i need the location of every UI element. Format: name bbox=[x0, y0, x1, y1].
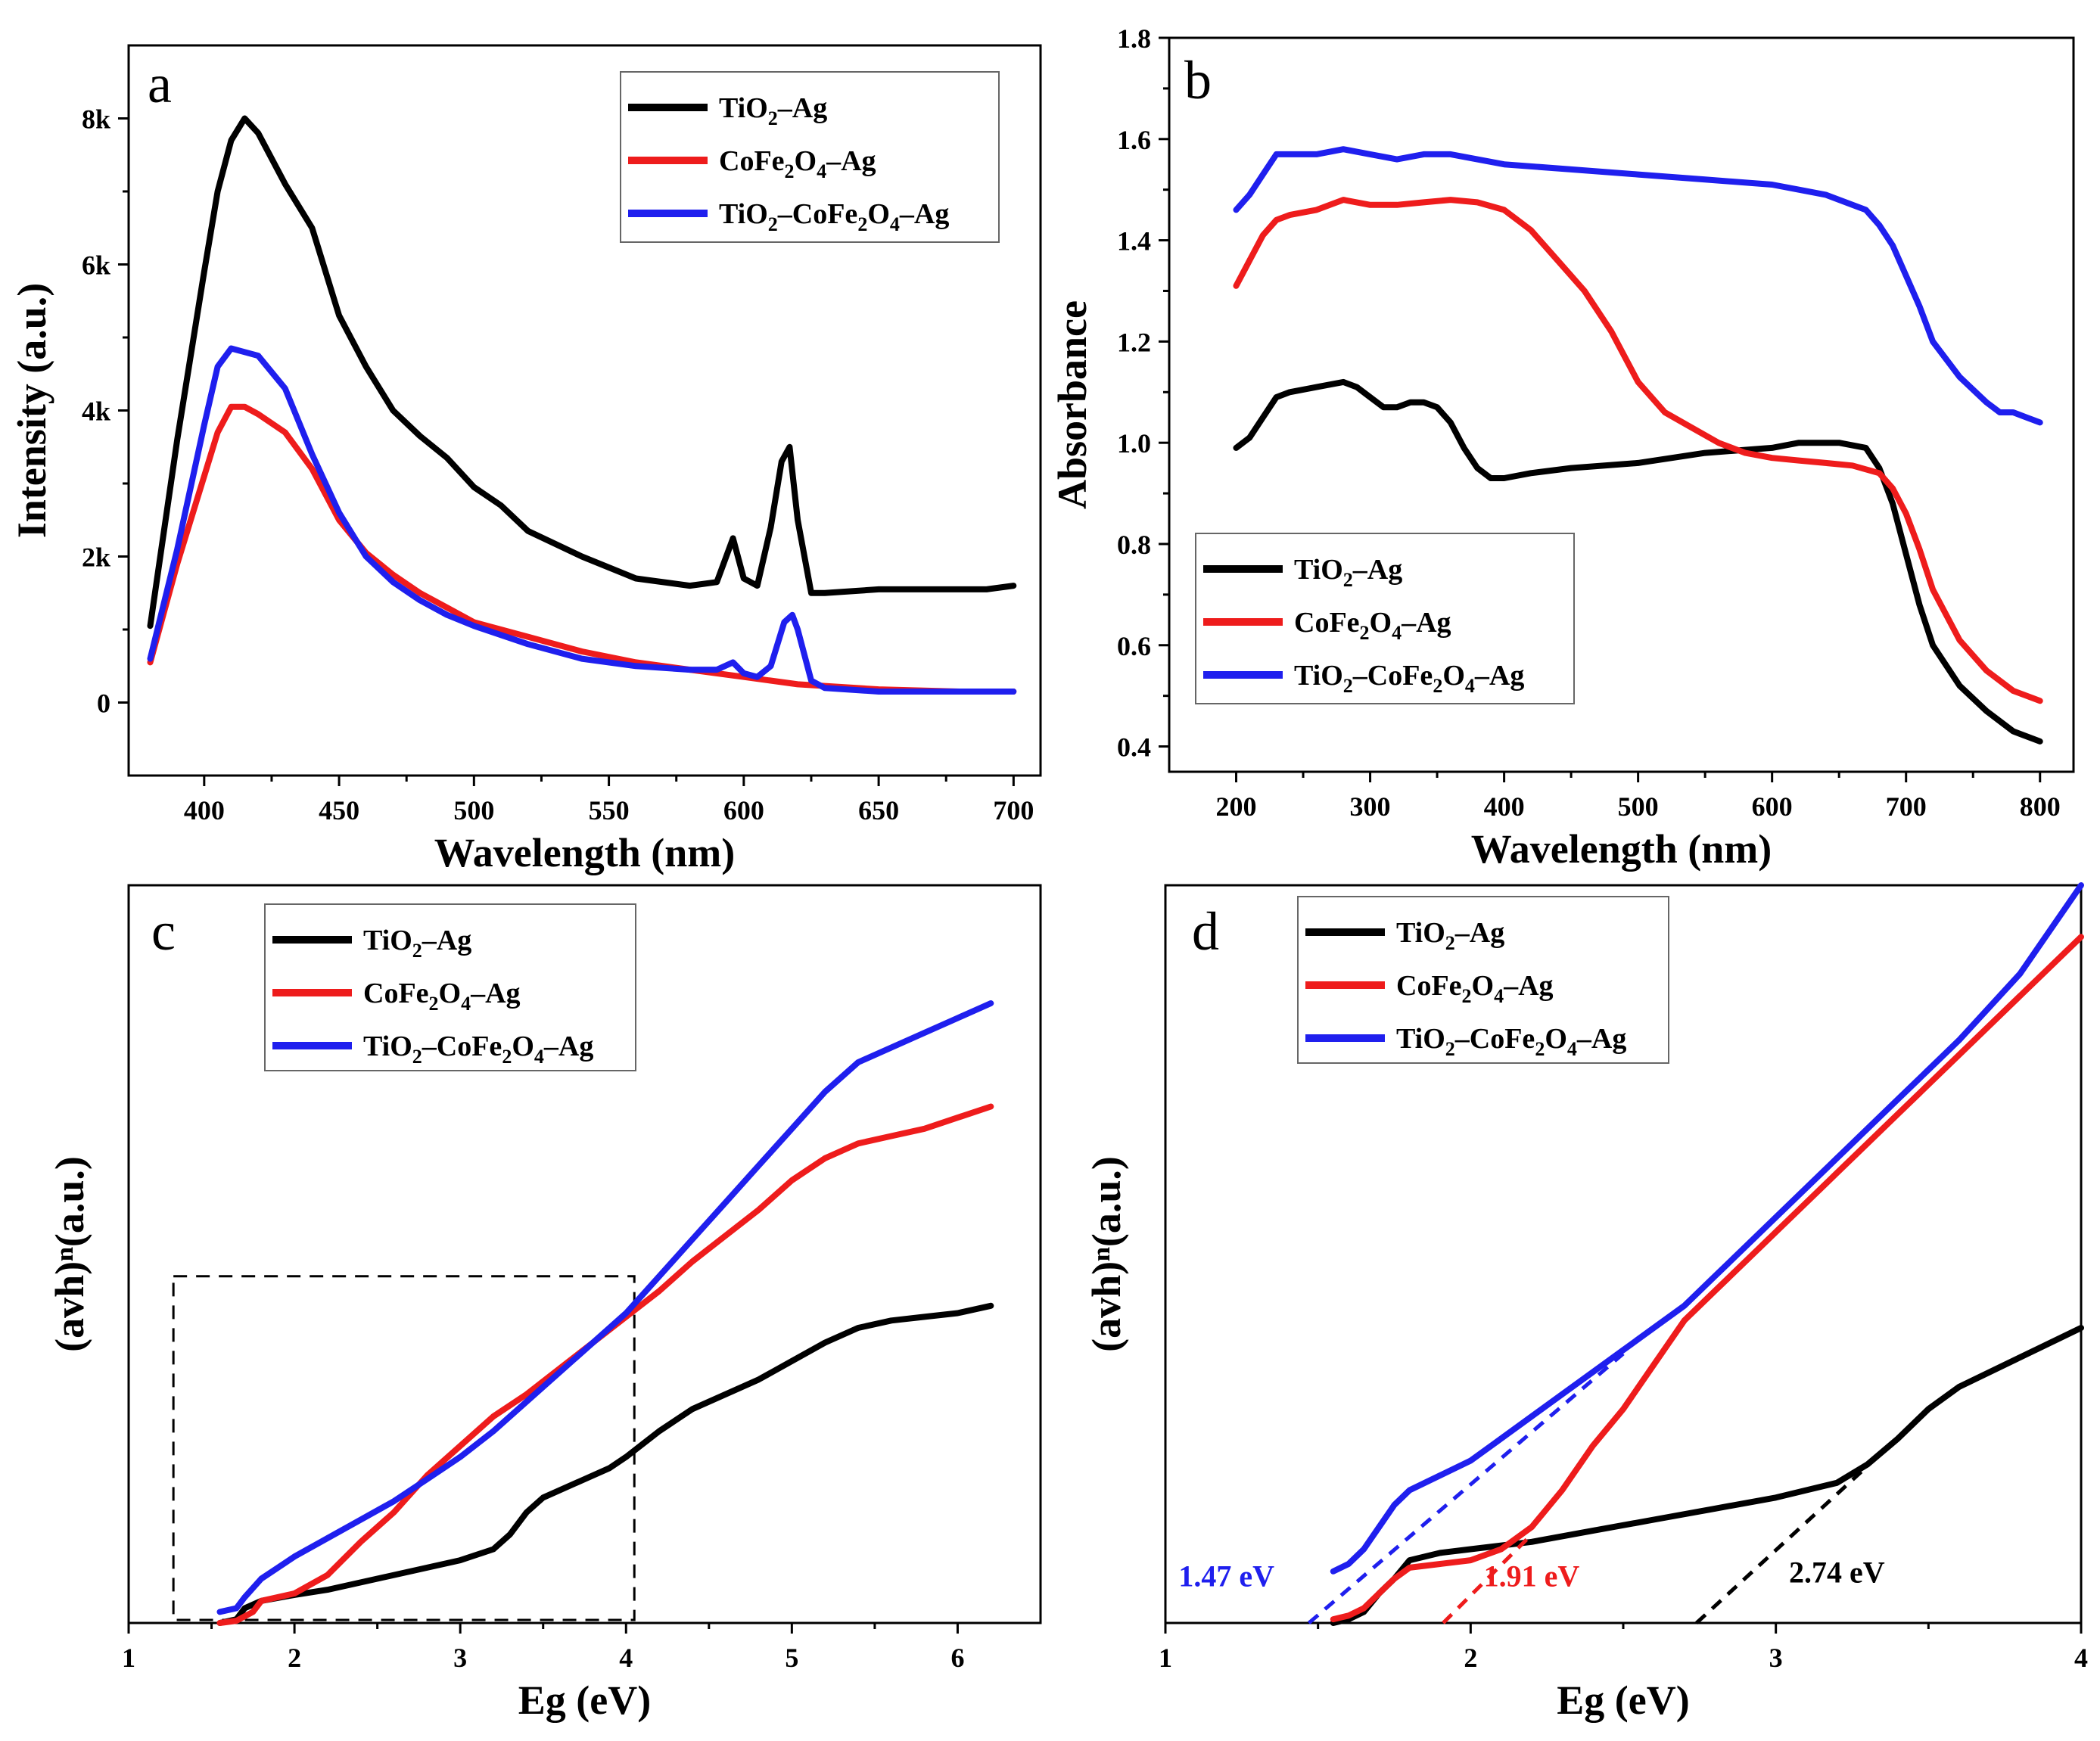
x-tick-label: 300 bbox=[1350, 791, 1391, 822]
tangent-line-TiO2-Ag bbox=[1695, 1470, 1863, 1624]
y-tick-label: 1.6 bbox=[1117, 125, 1151, 155]
legend-label: TiO2–Ag bbox=[363, 925, 471, 962]
legend-label: TiO2–Ag bbox=[1396, 917, 1504, 954]
y-tick-label: 4k bbox=[82, 396, 110, 427]
legend: TiO2–Ag CoFe2O4–Ag TiO2–CoFe2O4–Ag bbox=[1195, 533, 1575, 704]
y-tick-label: 0 bbox=[97, 689, 110, 719]
panel-c: 1 2 3 4 5 6 Eg (eV) (avh)ⁿ(a.u.) c TiO2–Ag CoFe2O4… bbox=[47, 884, 1042, 1723]
series-line-CoFe2O4-Ag bbox=[1330, 934, 2084, 1623]
series-line-TiO2-Ag bbox=[1233, 378, 2043, 745]
legend-label: TiO2–CoFe2O4–Ag bbox=[363, 1031, 593, 1068]
legend-label: TiO2–Ag bbox=[719, 92, 827, 129]
y-tick-label: 1.0 bbox=[1117, 428, 1151, 459]
y-tick-label: 0.4 bbox=[1117, 732, 1151, 763]
x-tick-label: 500 bbox=[1618, 791, 1659, 822]
panel-a: 400 450 500 550 600 650 700 0 2k 4k 6k 8k Wavelength… bbox=[9, 44, 1042, 875]
x-tick-label: 550 bbox=[589, 795, 630, 825]
legend-label: TiO2–Ag bbox=[1294, 554, 1402, 591]
x-tick-label: 1 bbox=[122, 1643, 135, 1673]
x-tick-label: 4 bbox=[619, 1643, 633, 1673]
y-tick-label: 2k bbox=[82, 543, 110, 573]
legend-label: CoFe2O4–Ag bbox=[1294, 607, 1451, 644]
legend-item: CoFe2O4–Ag bbox=[628, 145, 876, 182]
bandgap-annotation: 1.91 eV bbox=[1484, 1559, 1580, 1593]
x-tick-label: 650 bbox=[858, 795, 899, 825]
y-axis-label: (avh)ⁿ(a.u.) bbox=[47, 1156, 92, 1352]
legend-item: TiO2–Ag bbox=[1305, 917, 1504, 954]
x-axis-label: Eg (eV) bbox=[1557, 1677, 1689, 1723]
legend-label: TiO2–CoFe2O4–Ag bbox=[719, 198, 949, 235]
legend-label: CoFe2O4–Ag bbox=[363, 978, 521, 1015]
legend-label: TiO2–CoFe2O4–Ag bbox=[1396, 1023, 1626, 1060]
panel-letter: a bbox=[148, 54, 172, 114]
series-line-TiO2-CoFe2O4-Ag bbox=[1233, 146, 2043, 426]
legend-label: CoFe2O4–Ag bbox=[719, 145, 876, 182]
y-axis-label: (avh)ⁿ(a.u.) bbox=[1084, 1156, 1129, 1352]
legend: TiO2–Ag CoFe2O4–Ag TiO2–CoFe2O4–Ag bbox=[620, 71, 1000, 243]
bandgap-annotation: 1.47 eV bbox=[1178, 1559, 1274, 1593]
x-tick-label: 400 bbox=[1484, 791, 1525, 822]
x-axis-label: Wavelength (nm) bbox=[1471, 826, 1772, 872]
legend-item: TiO2–Ag bbox=[628, 92, 827, 129]
x-tick-label: 3 bbox=[1769, 1643, 1783, 1673]
x-tick-label: 5 bbox=[785, 1643, 798, 1673]
y-tick-label: 8k bbox=[82, 104, 110, 135]
legend-item: CoFe2O4–Ag bbox=[1305, 970, 1554, 1007]
panel-letter: d bbox=[1192, 901, 1219, 962]
x-axis-label: Eg (eV) bbox=[518, 1677, 651, 1723]
legend: TiO2–Ag CoFe2O4–Ag TiO2–CoFe2O4–Ag bbox=[1297, 896, 1669, 1064]
y-tick-label: 1.8 bbox=[1117, 23, 1151, 54]
legend-item: CoFe2O4–Ag bbox=[1203, 607, 1451, 644]
tangent-line-TiO2-CoFe2O4-Ag bbox=[1307, 1352, 1625, 1624]
x-tick-label: 600 bbox=[723, 795, 764, 825]
zoom-region-box bbox=[172, 1275, 636, 1621]
y-axis-label: Absorbance bbox=[1050, 300, 1095, 509]
plot-frame bbox=[1168, 36, 2075, 773]
x-tick-label: 400 bbox=[184, 795, 225, 825]
x-tick-label: 2 bbox=[1464, 1643, 1477, 1673]
x-tick-label: 450 bbox=[319, 795, 359, 825]
legend-item: TiO2–CoFe2O4–Ag bbox=[1203, 660, 1524, 697]
legend-item: TiO2–CoFe2O4–Ag bbox=[1305, 1023, 1626, 1060]
y-tick-label: 6k bbox=[82, 250, 110, 281]
panel-letter: c bbox=[151, 901, 176, 962]
x-axis-label: Wavelength (nm) bbox=[434, 830, 736, 875]
x-tick-label: 500 bbox=[453, 795, 494, 825]
x-tick-label: 4 bbox=[2074, 1643, 2088, 1673]
legend-item: TiO2–Ag bbox=[1203, 554, 1402, 591]
x-tick-label: 1 bbox=[1159, 1643, 1172, 1673]
series-line-TiO2-CoFe2O4-Ag bbox=[1330, 882, 2084, 1575]
panel-b: 200 300 400 500 600 700 800 0.4 0.6 0.8 1.0 1.2 1.4 1… bbox=[1050, 23, 2075, 872]
legend-label: CoFe2O4–Ag bbox=[1396, 970, 1554, 1007]
x-tick-label: 200 bbox=[1216, 791, 1257, 822]
panel-d: 1 2 3 4 Eg (eV) (avh)ⁿ(a.u.) d 1.47 eV 1.91 eV 2.… bbox=[1084, 882, 2088, 1723]
x-tick-label: 700 bbox=[1886, 791, 1927, 822]
series-line-TiO2-Ag bbox=[216, 1302, 994, 1626]
y-tick-label: 1.4 bbox=[1117, 226, 1151, 256]
legend-item: TiO2–CoFe2O4–Ag bbox=[272, 1031, 593, 1068]
x-tick-label: 600 bbox=[1752, 791, 1793, 822]
x-tick-label: 3 bbox=[453, 1643, 467, 1673]
y-tick-label: 0.6 bbox=[1117, 631, 1151, 661]
series-line-TiO2-CoFe2O4-Ag bbox=[216, 1000, 994, 1615]
legend-item: TiO2–CoFe2O4–Ag bbox=[628, 198, 949, 235]
y-axis-label: Intensity (a.u.) bbox=[9, 283, 54, 539]
panel-letter: b bbox=[1184, 50, 1212, 110]
legend-item: CoFe2O4–Ag bbox=[272, 978, 521, 1015]
x-tick-label: 2 bbox=[288, 1643, 301, 1673]
series-line-CoFe2O4-Ag bbox=[1233, 197, 2043, 704]
x-tick-label: 6 bbox=[950, 1643, 964, 1673]
series-line-TiO2-Ag bbox=[147, 115, 1017, 630]
legend-item: TiO2–Ag bbox=[272, 925, 471, 962]
legend: TiO2–Ag CoFe2O4–Ag TiO2–CoFe2O4–Ag bbox=[264, 903, 636, 1071]
plot-frame bbox=[127, 884, 1042, 1624]
series-line-TiO2-CoFe2O4-Ag bbox=[147, 345, 1017, 695]
x-tick-label: 800 bbox=[2020, 791, 2061, 822]
bandgap-annotation: 2.74 eV bbox=[1789, 1555, 1885, 1589]
y-tick-label: 1.2 bbox=[1117, 327, 1151, 357]
x-tick-label: 700 bbox=[993, 795, 1034, 825]
y-tick-label: 0.8 bbox=[1117, 530, 1151, 560]
legend-label: TiO2–CoFe2O4–Ag bbox=[1294, 660, 1524, 697]
